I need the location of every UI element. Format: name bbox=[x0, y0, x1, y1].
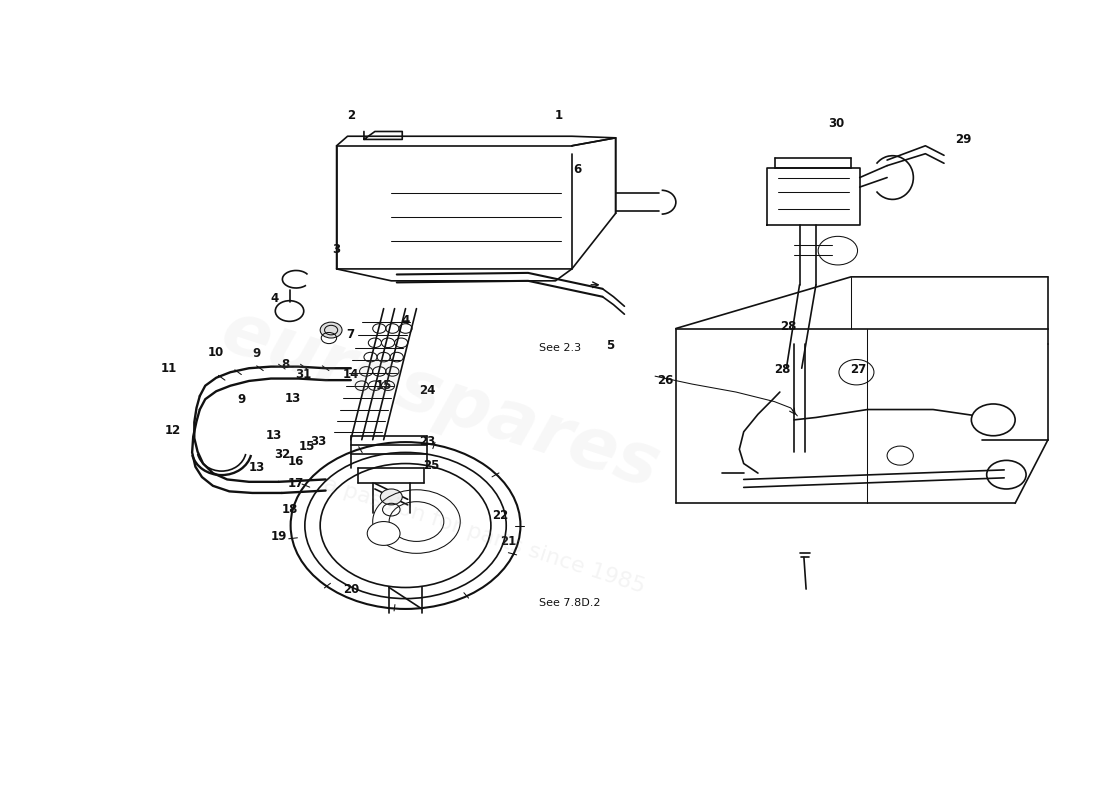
Text: 11: 11 bbox=[161, 362, 177, 374]
Text: 15: 15 bbox=[299, 439, 316, 453]
Text: 15: 15 bbox=[375, 379, 392, 392]
Text: 7: 7 bbox=[346, 328, 355, 342]
Text: 27: 27 bbox=[850, 363, 867, 376]
Text: 23: 23 bbox=[419, 435, 436, 448]
Circle shape bbox=[971, 404, 1015, 436]
Text: See 7.8D.2: See 7.8D.2 bbox=[539, 598, 601, 607]
Text: 22: 22 bbox=[493, 509, 509, 522]
Text: 19: 19 bbox=[271, 530, 287, 543]
Text: 3: 3 bbox=[332, 242, 341, 255]
Text: 13: 13 bbox=[266, 430, 283, 442]
Text: 24: 24 bbox=[419, 384, 436, 397]
Text: 8: 8 bbox=[280, 358, 289, 370]
Text: eurospares: eurospares bbox=[212, 297, 669, 503]
Circle shape bbox=[381, 489, 403, 505]
Text: 13: 13 bbox=[249, 461, 265, 474]
Text: 4: 4 bbox=[271, 292, 278, 305]
Text: 29: 29 bbox=[956, 133, 972, 146]
Text: 30: 30 bbox=[828, 117, 845, 130]
Circle shape bbox=[367, 522, 400, 546]
Text: 33: 33 bbox=[310, 435, 326, 448]
Text: 6: 6 bbox=[573, 163, 582, 176]
Text: 26: 26 bbox=[657, 374, 673, 386]
Text: 17: 17 bbox=[288, 477, 305, 490]
Text: 2: 2 bbox=[346, 109, 355, 122]
Text: 20: 20 bbox=[343, 582, 359, 595]
Text: 5: 5 bbox=[606, 339, 614, 353]
Text: 18: 18 bbox=[282, 503, 298, 516]
Text: a passion for parts since 1985: a passion for parts since 1985 bbox=[321, 474, 648, 597]
Circle shape bbox=[839, 359, 875, 385]
Text: 16: 16 bbox=[288, 455, 305, 469]
Text: 13: 13 bbox=[285, 392, 301, 405]
Text: 4: 4 bbox=[402, 314, 409, 327]
Text: 28: 28 bbox=[773, 363, 790, 376]
Text: 21: 21 bbox=[500, 535, 517, 548]
Text: 28: 28 bbox=[780, 321, 796, 334]
Text: See 2.3: See 2.3 bbox=[539, 343, 581, 354]
Text: 9: 9 bbox=[253, 347, 261, 361]
Text: 32: 32 bbox=[274, 447, 290, 461]
Text: 9: 9 bbox=[238, 394, 245, 406]
Text: 10: 10 bbox=[208, 346, 224, 359]
Text: 1: 1 bbox=[554, 109, 563, 122]
Circle shape bbox=[320, 322, 342, 338]
Text: 12: 12 bbox=[164, 424, 180, 437]
Text: 31: 31 bbox=[296, 368, 312, 381]
Text: 25: 25 bbox=[424, 458, 440, 472]
Text: 14: 14 bbox=[342, 368, 359, 381]
